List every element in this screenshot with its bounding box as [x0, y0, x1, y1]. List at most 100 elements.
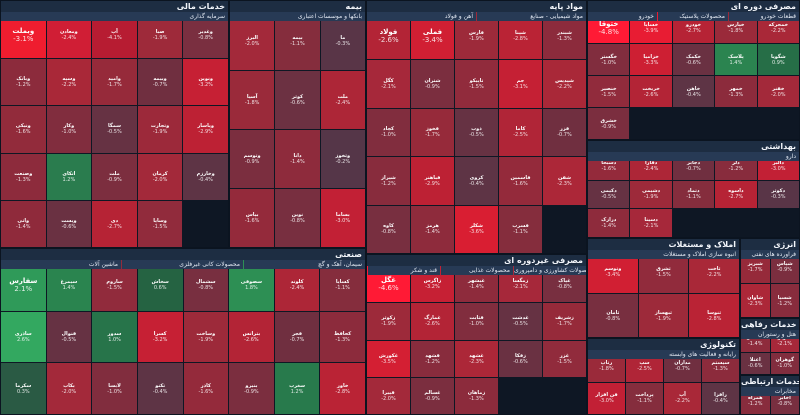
stock-tile[interactable]: غسالم -0.9%	[411, 377, 454, 414]
stock-tile[interactable]: غزر -1.5%	[543, 340, 586, 377]
stock-tile[interactable]: فباهنر -2.9%	[411, 157, 454, 205]
stock-tile[interactable]: شپدیس -2.2%	[543, 60, 586, 108]
stock-tile[interactable]: غکورش -3.5%	[367, 340, 410, 377]
sector-technology[interactable]: تکنولوژی رتاپ -1.8% سپ -2.5% مداران -0.7% سیستم…	[587, 338, 740, 415]
stock-tile[interactable]: ملت -0.9%	[92, 153, 137, 200]
stock-tile[interactable]: گوهران -1.0%	[770, 352, 799, 374]
stock-tile[interactable]: خاهن -0.4%	[672, 76, 715, 107]
stock-tile[interactable]: وبانک -1.2%	[1, 59, 46, 106]
stock-tile[interactable]: قثابت -1.0%	[455, 303, 498, 340]
sector-communication[interactable]: خدمات ارتباطی همراه -1.2% اخابر -0.8% مخابرات	[740, 375, 800, 415]
stock-tile[interactable]: شاوان -2.3%	[741, 284, 770, 317]
stock-tile[interactable]: وامید -1.7%	[92, 59, 137, 106]
sector-real-estate[interactable]: املاک و مستغلات وتوسم -3.4% ثشرق -1.5% ثاخت -2…	[587, 238, 740, 338]
stock-tile[interactable]: دکوثر -0.3%	[757, 180, 799, 209]
stock-tile[interactable]: شفن -2.3%	[543, 157, 586, 205]
stock-tile[interactable]: ونیکی -1.6%	[1, 106, 46, 153]
stock-tile[interactable]: اتکای 1.2%	[46, 153, 92, 200]
stock-tile[interactable]: رافزا -0.4%	[702, 382, 739, 414]
stock-tile[interactable]: کسرا -3.2%	[137, 311, 183, 363]
sector-basic-materials[interactable]: مواد پایه فولاد -2.6% فملی -3.4% فارس -1.9% شپن…	[366, 0, 587, 254]
stock-tile[interactable]: قپیرا -2.0%	[367, 377, 410, 414]
stock-tile[interactable]: بترانس -2.6%	[229, 311, 274, 363]
stock-tile[interactable]: وسپه -2.2%	[46, 59, 92, 106]
stock-tile[interactable]: شکلر -3.6%	[455, 205, 498, 253]
stock-tile[interactable]: دی -2.7%	[92, 200, 137, 247]
stock-tile[interactable]: وپست -0.6%	[46, 200, 92, 247]
stock-tile[interactable]: بنیرو -0.9%	[229, 363, 274, 414]
stock-tile[interactable]: زفکا -0.6%	[499, 340, 542, 377]
sector-healthcare[interactable]: بهداشتی دسبحا -1.6% دفارا -2.4% دجابر -0.7% دلر…	[587, 140, 800, 238]
stock-tile[interactable]: کچاد -1.0%	[367, 108, 410, 157]
stock-tile[interactable]: کاذر -1.6%	[183, 363, 229, 414]
stock-tile[interactable]: کاما -2.5%	[499, 108, 542, 157]
stock-tile[interactable]: شسپا -1.2%	[770, 284, 799, 317]
stock-tile[interactable]: دسینا -2.1%	[630, 209, 672, 237]
stock-tile[interactable]: ذوب -0.5%	[455, 108, 498, 157]
stock-tile[interactable]: بساما -3.0%	[320, 189, 365, 247]
stock-tile[interactable]: ساذری 2.6%	[1, 311, 46, 363]
stock-tile[interactable]: کحافظ -1.3%	[320, 311, 365, 363]
stock-tile[interactable]: دانا -1.4%	[275, 130, 320, 188]
stock-tile[interactable]: هرمز -1.4%	[411, 205, 454, 253]
sector-financial-services[interactable]: خدمات مالی وبملت -3.1% ومعادن -2.4% آپ -4.1% صب…	[0, 0, 229, 248]
sector-leisure-services[interactable]: خدمات رفاهیگلستان-1.4%گکوثر-2.1%اعتلا-0.…	[740, 318, 800, 375]
stock-tile[interactable]: غدشت -0.5%	[499, 303, 542, 340]
stock-tile[interactable]: خنصیر -1.5%	[588, 76, 630, 107]
stock-tile[interactable]: زکوثر -1.9%	[367, 303, 410, 340]
stock-tile[interactable]: زشریف -1.7%	[543, 303, 586, 340]
stock-tile[interactable]: غمارگ -2.6%	[411, 303, 454, 340]
stock-tile[interactable]: کوثر -0.6%	[275, 71, 320, 129]
stock-tile[interactable]: فاسمین -1.6%	[499, 157, 542, 205]
stock-tile[interactable]: بکاب -2.0%	[46, 363, 92, 414]
stock-tile[interactable]: کگل -2.1%	[367, 60, 410, 108]
stock-tile[interactable]: شیراز -1.2%	[367, 157, 410, 205]
stock-tile[interactable]: وپاسار -2.9%	[183, 106, 228, 153]
stock-tile[interactable]: ملت -2.4%	[320, 71, 365, 129]
stock-tile[interactable]: غشهد -2.3%	[455, 340, 498, 377]
stock-tile[interactable]: خاور -2.8%	[320, 363, 365, 414]
stock-tile[interactable]: تکنو -0.4%	[137, 363, 183, 414]
stock-tile[interactable]: وتوسم -0.9%	[230, 130, 275, 188]
stock-tile[interactable]: وساپا -1.5%	[137, 200, 183, 247]
stock-tile[interactable]: فسرب -1.1%	[499, 205, 542, 253]
stock-tile[interactable]: وتجارت -1.9%	[137, 106, 183, 153]
stock-tile[interactable]: فنوال -0.5%	[46, 311, 92, 363]
sector-insurance-banking[interactable]: بیمه البرز -2.0% بیمه -1.1% ما -0.3% آسیا -1.8% ک…	[229, 0, 366, 248]
stock-tile[interactable]: تاپیکو -1.5%	[455, 60, 498, 108]
stock-tile[interactable]: ثنوسا -2.8%	[689, 294, 739, 337]
stock-tile[interactable]: قشهد -1.2%	[411, 340, 454, 377]
stock-tile[interactable]: فزر -0.7%	[543, 108, 586, 157]
stock-tile[interactable]: واتی -1.4%	[1, 200, 46, 247]
stock-tile[interactable]: سکرما 0.3%	[1, 363, 46, 414]
stock-tile[interactable]: دتماد -1.1%	[672, 180, 715, 209]
stock-tile[interactable]: کرمان -2.0%	[137, 153, 183, 200]
stock-tile[interactable]: فن افزار -3.0%	[588, 382, 625, 414]
stock-tile[interactable]: اعتلا -0.6%	[741, 352, 770, 374]
stock-tile[interactable]: ونوین -3.2%	[183, 59, 228, 106]
stock-tile[interactable]: وساخت -1.9%	[183, 311, 229, 363]
stock-tile[interactable]: کاوه -0.8%	[367, 205, 410, 253]
stock-tile[interactable]: سمگا -0.5%	[92, 106, 137, 153]
stock-tile[interactable]: سدور 1.0%	[92, 311, 137, 363]
sector-industrial[interactable]: صنعتی سفارس 2.1% سیمرغ 1.4% ساروم -1.5% سخاش 0.6…	[0, 248, 366, 415]
stock-tile[interactable]: جم -3.1%	[499, 60, 542, 108]
stock-tile[interactable]: خشرق -0.9%	[588, 108, 630, 139]
stock-tile[interactable]: شگویا 0.9%	[757, 44, 799, 75]
stock-tile[interactable]: کروی -0.4%	[455, 157, 498, 205]
stock-tile[interactable]: سغرب 1.2%	[274, 363, 320, 414]
stock-tile[interactable]: بیمه -1.1%	[275, 12, 320, 70]
stock-tile[interactable]: دکیمی -0.5%	[588, 180, 630, 209]
stock-tile[interactable]: لابسا -1.0%	[92, 363, 137, 414]
stock-tile[interactable]: نوین -0.8%	[275, 189, 320, 247]
stock-tile[interactable]: وبیمه -0.7%	[137, 59, 183, 106]
stock-tile[interactable]: شتران -0.9%	[411, 60, 454, 108]
stock-tile[interactable]: دشیمی -1.9%	[630, 180, 672, 209]
stock-tile[interactable]: خفنر -2.0%	[757, 76, 799, 107]
stock-tile[interactable]: ثبهساز -1.9%	[638, 294, 689, 337]
stock-tile[interactable]: آپ -2.2%	[664, 382, 701, 414]
stock-tile[interactable]: آسیا -1.8%	[230, 71, 275, 129]
stock-tile[interactable]: خمهر -1.3%	[715, 76, 757, 107]
stock-tile[interactable]: وکار -1.0%	[46, 106, 92, 153]
stock-tile[interactable]: پرداخت -1.1%	[626, 382, 663, 414]
